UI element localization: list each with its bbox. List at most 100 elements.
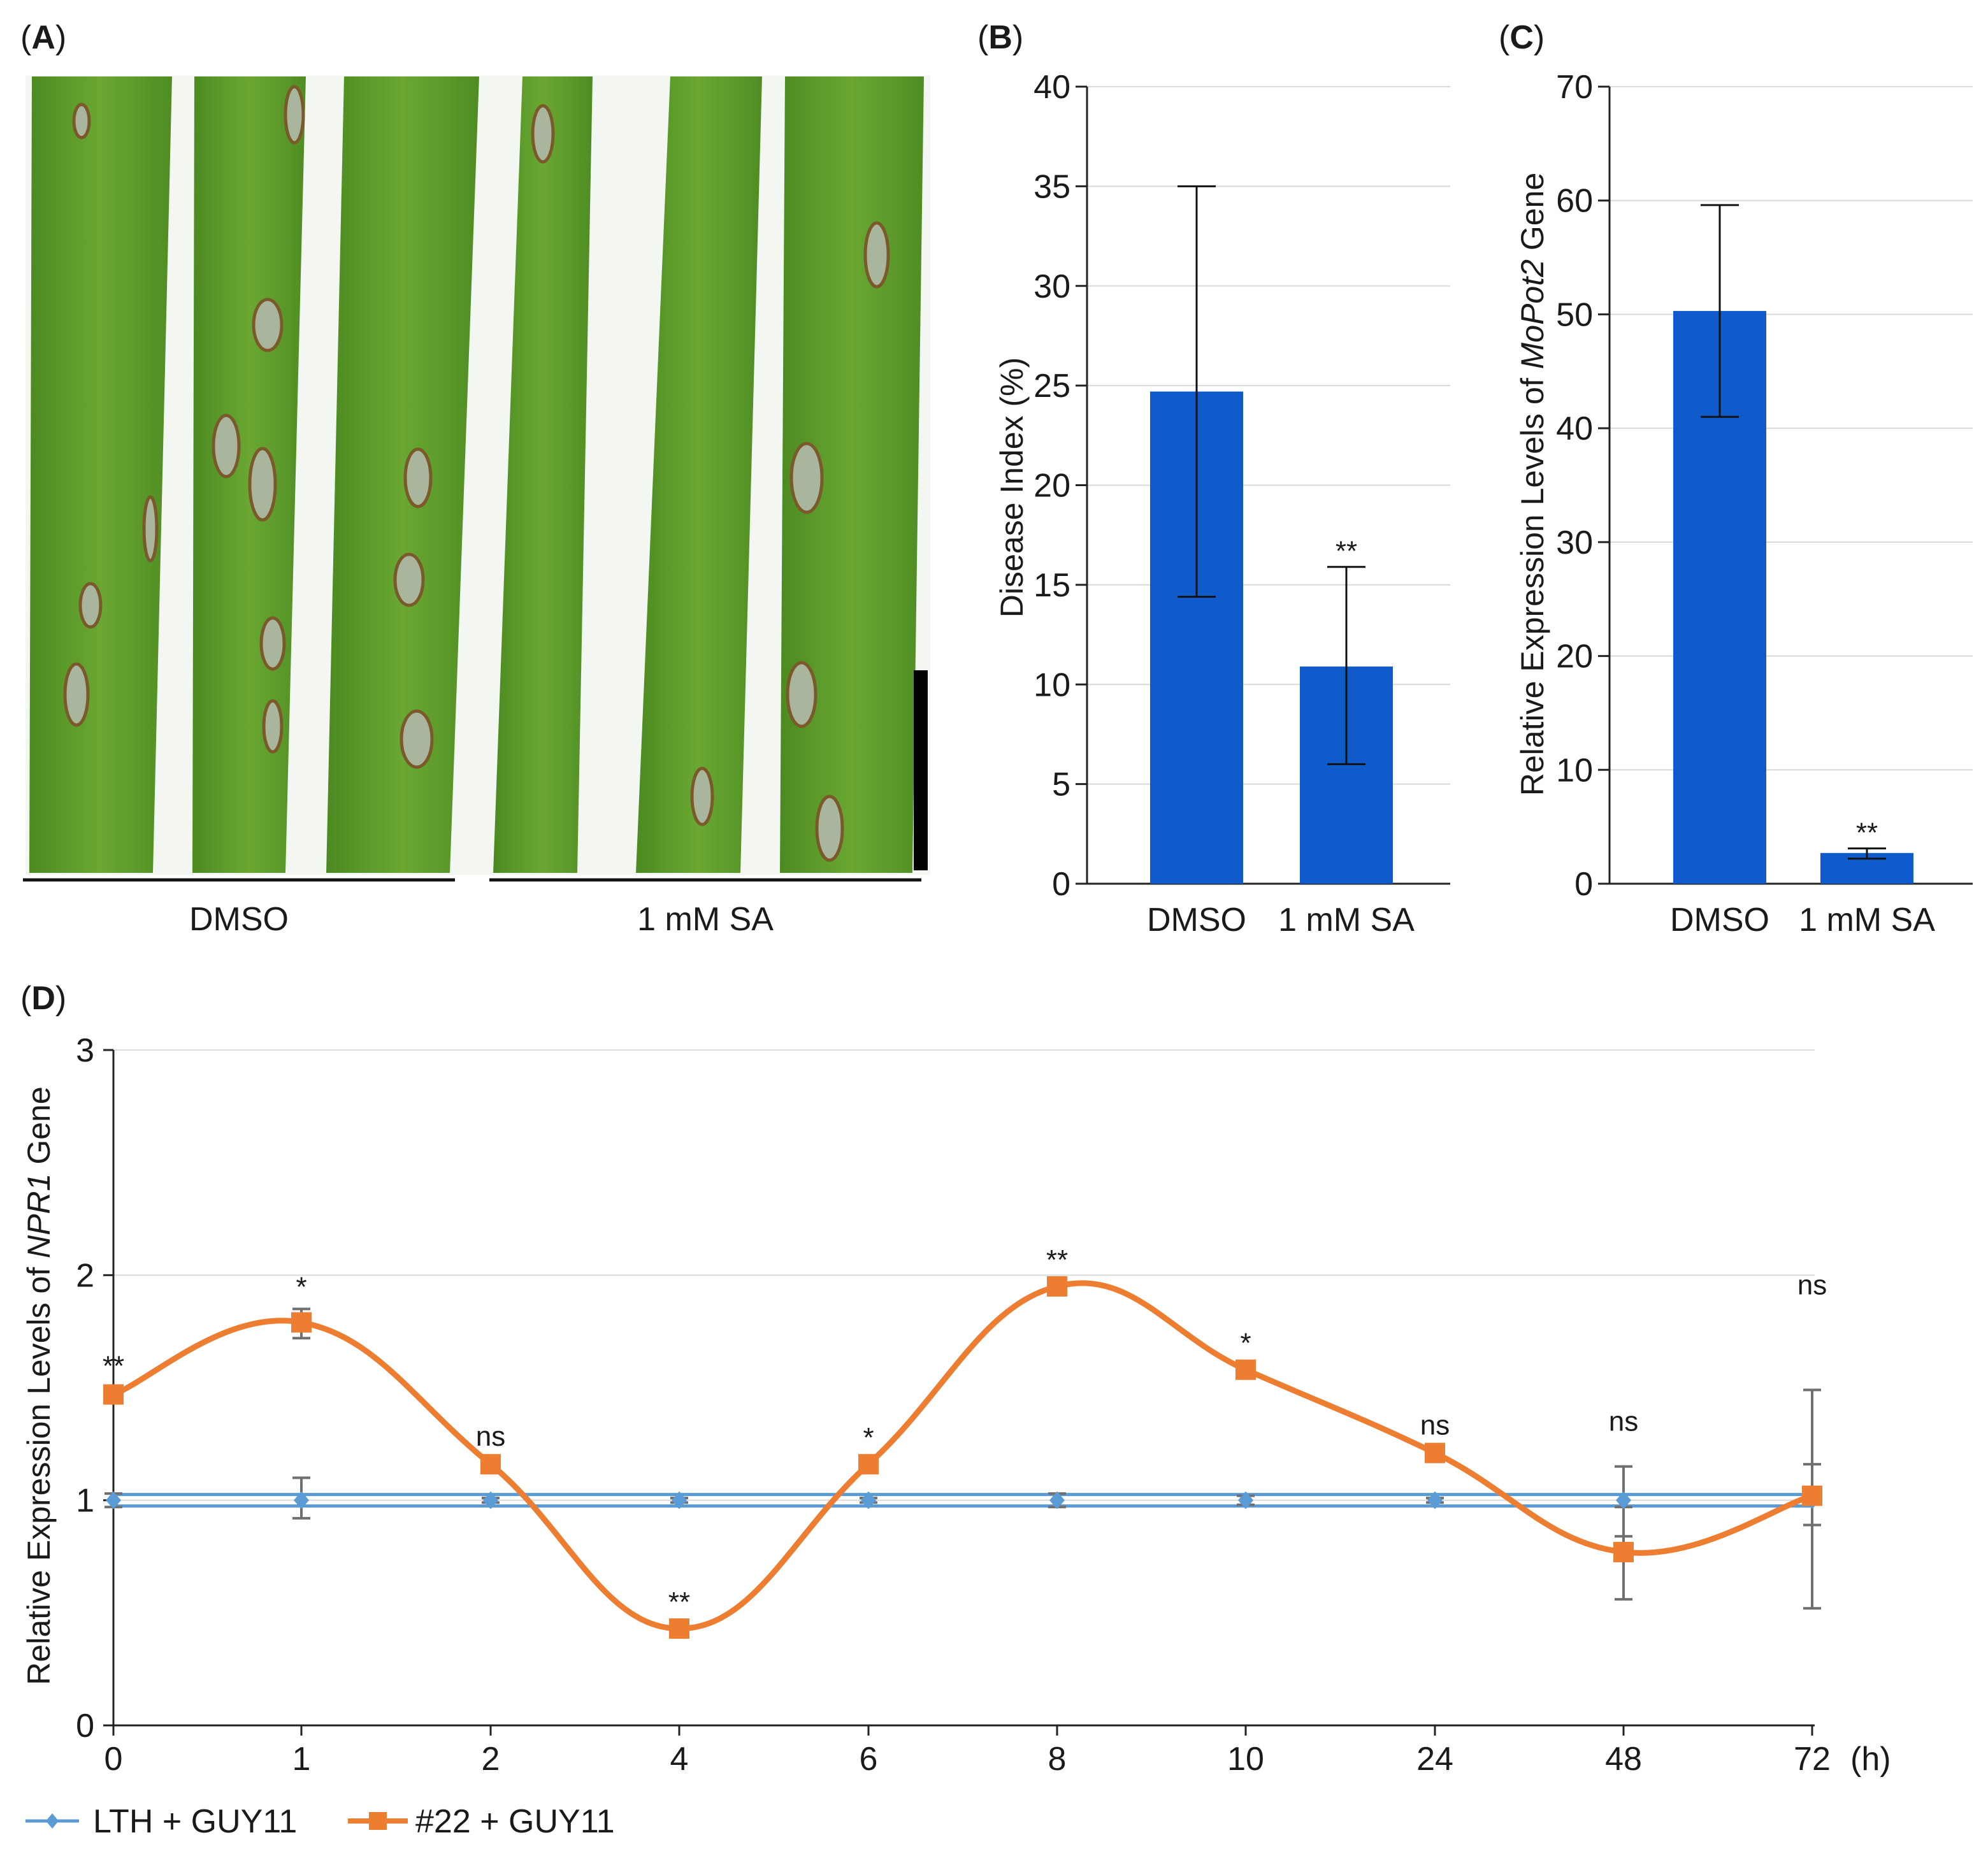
marker-lth bbox=[861, 1491, 876, 1509]
lesion bbox=[142, 495, 159, 563]
marker-22 bbox=[1613, 1541, 1634, 1562]
data-markers bbox=[103, 1276, 1822, 1639]
significance-label: * bbox=[1240, 1328, 1251, 1359]
lesion bbox=[248, 447, 277, 522]
lesion bbox=[815, 795, 844, 862]
significance-labels: ** bbox=[1856, 817, 1878, 849]
lesion bbox=[252, 298, 284, 352]
lesion bbox=[72, 103, 91, 140]
y-tick-label: 3 bbox=[76, 1032, 94, 1069]
y-tick-labels: 0 5 10 15 20 25 30 35 40 bbox=[1034, 69, 1070, 903]
gridlines bbox=[1598, 85, 1973, 885]
bars bbox=[1673, 311, 1913, 884]
lesion bbox=[262, 699, 284, 754]
lesion bbox=[284, 85, 305, 145]
panel-c-chart: (C) 0 10 20 30 40 50 60 70 ** DMSO 1 mM SA Relat… bbox=[1499, 19, 1973, 939]
leaf-photo bbox=[25, 75, 930, 875]
lesion bbox=[78, 582, 103, 629]
y-tick-labels: 0 1 2 3 bbox=[76, 1032, 94, 1745]
marker-22 bbox=[291, 1312, 312, 1333]
significance-label: ** bbox=[1336, 536, 1357, 567]
marker-lth bbox=[1238, 1491, 1253, 1509]
x-tick-labels: DMSO 1 mM SA bbox=[1147, 902, 1415, 939]
marker-22 bbox=[669, 1618, 689, 1639]
leaf-3 bbox=[326, 76, 479, 873]
x-tick-label: 24 bbox=[1416, 1741, 1453, 1778]
x-tick-labels: 0 1 2 4 6 8 10 24 48 72 bbox=[104, 1725, 1831, 1778]
y-tick-label: 35 bbox=[1034, 168, 1070, 205]
sa-group-label: 1 mM SA bbox=[637, 901, 774, 938]
y-tick-label: 30 bbox=[1034, 268, 1070, 305]
panel-c-label: (C) bbox=[1499, 19, 1545, 56]
significance-label: ns bbox=[1420, 1409, 1450, 1441]
y-tick-label: 0 bbox=[1052, 866, 1070, 903]
series-lines bbox=[112, 1280, 1813, 1632]
panel-b-label: (B) bbox=[977, 19, 1023, 56]
lesion bbox=[212, 414, 241, 478]
x-tick-label: DMSO bbox=[1147, 902, 1246, 939]
x-tick-label: 8 bbox=[1048, 1741, 1067, 1778]
lesion bbox=[863, 221, 890, 289]
lesion bbox=[403, 447, 433, 508]
significance-label: ns bbox=[1609, 1406, 1638, 1437]
panel-b-chart: (B) 0 5 10 15 20 25 30 35 40 ** DMSO 1 mM SA Dise… bbox=[977, 19, 1450, 939]
lesions bbox=[63, 85, 890, 862]
y-tick-label: 10 bbox=[1034, 666, 1070, 703]
bars bbox=[1150, 391, 1393, 884]
x-tick-label: 1 bbox=[292, 1741, 311, 1778]
x-tick-label: 10 bbox=[1227, 1741, 1264, 1778]
x-tick-label: 48 bbox=[1605, 1741, 1642, 1778]
x-tick-label: 0 bbox=[104, 1741, 123, 1778]
y-tick-label: 1 bbox=[76, 1483, 94, 1520]
marker-lth bbox=[106, 1491, 121, 1509]
y-tick-label: 10 bbox=[1556, 752, 1593, 789]
y-axis-title: Relative Expression Levels of NPR1 Gene bbox=[21, 1086, 57, 1685]
y-axis-title: Disease Index (%) bbox=[994, 357, 1030, 618]
marker-22 bbox=[480, 1454, 501, 1475]
x-tick-label: 4 bbox=[670, 1741, 689, 1778]
marker-22 bbox=[103, 1384, 124, 1405]
lesion bbox=[393, 552, 425, 607]
marker-lth bbox=[1427, 1491, 1443, 1509]
leaf-1 bbox=[29, 76, 172, 873]
lesion bbox=[259, 616, 286, 671]
marker-lth bbox=[1616, 1491, 1631, 1509]
y-tick-label: 40 bbox=[1556, 410, 1593, 447]
y-tick-label: 60 bbox=[1556, 183, 1593, 220]
lesion bbox=[786, 661, 818, 728]
legend-marker-lth bbox=[46, 1813, 59, 1829]
marker-lth bbox=[1049, 1491, 1065, 1509]
x-axis-unit: (h) bbox=[1850, 1741, 1891, 1778]
leaf-4 bbox=[493, 76, 593, 873]
significance-label: ** bbox=[103, 1351, 124, 1382]
y-tick-label: 15 bbox=[1034, 567, 1070, 604]
significance-label: ** bbox=[1046, 1244, 1068, 1276]
x-tick-label: 72 bbox=[1794, 1741, 1831, 1778]
marker-22 bbox=[1425, 1443, 1445, 1464]
legend: LTH + GUY11 #22 + GUY11 bbox=[25, 1803, 615, 1840]
axes bbox=[112, 1050, 1815, 1727]
error-bars bbox=[1701, 204, 1886, 860]
error-bars bbox=[1178, 185, 1365, 765]
significance-label: * bbox=[863, 1422, 874, 1453]
y-tick-label: 20 bbox=[1556, 638, 1593, 675]
marker-lth bbox=[294, 1491, 309, 1509]
lesion bbox=[63, 662, 90, 727]
y-tick-label: 50 bbox=[1556, 296, 1593, 333]
y-tick-labels: 0 10 20 30 40 50 60 70 bbox=[1556, 69, 1593, 903]
marker-22 bbox=[1235, 1359, 1256, 1380]
x-tick-label: 1 mM SA bbox=[1278, 902, 1415, 939]
photo-background bbox=[25, 75, 930, 875]
gridlines bbox=[1076, 85, 1450, 885]
dmso-group-label: DMSO bbox=[189, 901, 289, 938]
legend-marker-22 bbox=[369, 1812, 387, 1830]
marker-22 bbox=[1802, 1485, 1822, 1506]
panel-a: (A) bbox=[20, 19, 930, 938]
panel-a-label: (A) bbox=[20, 19, 66, 56]
lesion bbox=[690, 766, 714, 826]
y-tick-label: 2 bbox=[76, 1257, 94, 1294]
scale-bar bbox=[914, 670, 928, 870]
